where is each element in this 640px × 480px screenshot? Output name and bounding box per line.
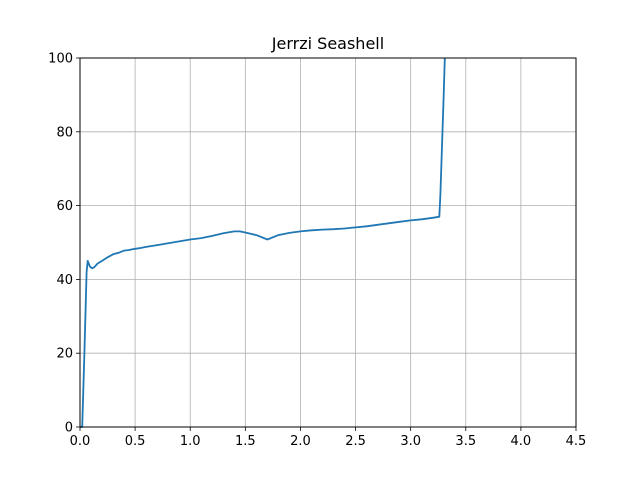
axes-frame [79,57,577,428]
y-tick-label: 40 [56,273,73,288]
x-tick-label: 3.5 [455,434,476,449]
y-tick-label: 80 [56,125,73,140]
x-tick-label: 0.5 [125,434,146,449]
y-tick-label: 20 [56,347,73,362]
x-tick-label: 1.0 [180,434,201,449]
x-tick-label: 2.5 [345,434,366,449]
x-tick-label: 4.5 [566,434,587,449]
x-tick-label: 0.0 [70,434,91,449]
y-tick-label: 100 [48,52,73,67]
series-group [80,57,446,428]
x-tick-label: 3.0 [400,434,421,449]
x-tick-label: 4.0 [511,434,532,449]
x-tick-label: 1.5 [235,434,256,449]
y-tick-label: 60 [56,199,73,214]
y-tick-label: 0 [65,421,73,436]
ticks: 0.0 0.5 1.0 1.5 2.0 2.5 3.0 3.5 4.0 4.5 0 20 40 60 80 1… [48,52,586,450]
chart-title: Jerrzi Seashell [271,34,384,53]
series-line-0 [80,57,446,428]
x-tick-label: 2.0 [290,434,311,449]
